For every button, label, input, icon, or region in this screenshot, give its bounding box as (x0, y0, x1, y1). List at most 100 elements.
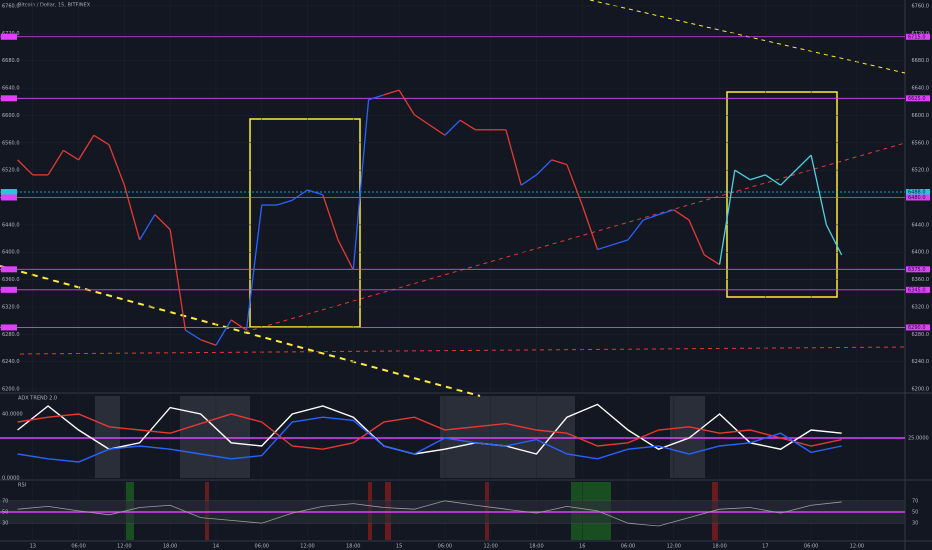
rsi-line (17, 500, 842, 527)
price-segment (505, 129, 522, 186)
price-segment (734, 169, 751, 181)
level-tag (906, 194, 930, 201)
y-tick-label: 6680.0 (912, 58, 930, 64)
price-segment (459, 119, 476, 131)
y-tick-label: 6200.0 (912, 387, 930, 393)
pane-title: RSI (18, 483, 26, 489)
y-tick-label: 0.0000 (2, 476, 20, 482)
level-tag (1, 189, 17, 196)
y-tick-label: 6280.0 (912, 332, 930, 338)
adx-line (17, 403, 842, 455)
level-tag (906, 266, 930, 273)
price-segment (535, 159, 553, 176)
x-tick-label: 13 (30, 544, 36, 550)
y-tick-label: 30 (912, 521, 918, 527)
y-tick-label: 6560.0 (912, 140, 930, 146)
y-tick-label: 6320.0 (912, 304, 930, 310)
price-segment (429, 124, 446, 136)
price-segment (643, 213, 659, 221)
trend-line (244, 142, 906, 333)
level-tag (906, 95, 930, 102)
adx-line (17, 413, 842, 450)
price-segment (185, 329, 202, 341)
y-tick-label: 50 (912, 510, 918, 516)
shade (95, 396, 120, 478)
price-segment (764, 174, 781, 186)
highlight-box (726, 91, 838, 298)
price-segment (398, 89, 415, 116)
x-tick-label: 18:00 (163, 544, 177, 550)
level-label: 6290.0 (908, 325, 926, 331)
chart-title: Bitcoin / Dollar, 15, BITFINEX (18, 3, 91, 9)
y-tick-label: 6600.0 (2, 113, 20, 119)
y-tick-label: 6440.0 (2, 222, 20, 228)
level-label: 25.0000 (908, 436, 929, 442)
y-tick-label: 30 (2, 521, 8, 527)
level-label: 6480.0 (908, 195, 926, 201)
level-tag (1, 33, 17, 40)
y-tick-label: 6400.0 (912, 250, 930, 256)
price-segment (78, 134, 95, 161)
price-segment (200, 339, 217, 346)
x-tick-label: 06:00 (621, 544, 635, 550)
x-tick-label: 12:00 (850, 544, 864, 550)
price-segment (307, 189, 323, 196)
x-tick-label: 18:00 (529, 544, 543, 550)
price-segment (612, 239, 629, 246)
level-tag (1, 266, 17, 273)
level-tag (906, 286, 930, 293)
price-segment (383, 89, 400, 96)
price-segment (123, 185, 141, 241)
price-segment (688, 219, 705, 256)
price-segment (703, 254, 720, 266)
price-segment (62, 149, 79, 161)
trend-line (19, 346, 906, 355)
price-segment (154, 214, 171, 231)
shade (440, 396, 575, 478)
highlight-box (249, 118, 361, 328)
level-tag (1, 324, 17, 331)
y-tick-label: 6240.0 (912, 359, 930, 365)
price-segment (322, 194, 339, 241)
price-segment (718, 170, 736, 265)
level-tag (1, 194, 17, 201)
y-tick-label: 50 (2, 510, 8, 516)
y-tick-label: 6360.0 (2, 277, 20, 283)
x-tick-label: 15 (396, 544, 402, 550)
y-tick-label: 70 (912, 498, 918, 504)
level-tag (906, 324, 930, 331)
level-tag (1, 286, 17, 293)
y-tick-label: 6760.0 (2, 4, 20, 10)
y-tick-label: 6200.0 (2, 387, 20, 393)
price-segment (581, 204, 599, 250)
price-segment (444, 119, 461, 136)
y-tick-label: 6320.0 (2, 304, 20, 310)
price-segment (352, 99, 370, 271)
x-tick-label: 12:00 (667, 544, 681, 550)
price-segment (368, 94, 385, 101)
price-segment (780, 169, 797, 186)
price-segment (337, 239, 354, 271)
price-segment (566, 164, 583, 206)
adx-line (17, 416, 842, 463)
price-segment (795, 154, 812, 171)
y-tick-label: 6640.0 (912, 86, 930, 92)
y-tick-label: 6360.0 (912, 277, 930, 283)
x-tick-label: 12:00 (483, 544, 497, 550)
level-label: 6625.0 (908, 96, 926, 102)
price-segment (551, 159, 568, 166)
y-tick-label: 6520.0 (2, 168, 20, 174)
price-segment (413, 114, 430, 126)
y-tick-label: 6400.0 (2, 250, 20, 256)
level-tag (906, 189, 930, 196)
price-segment (673, 209, 690, 221)
y-tick-label: 6600.0 (912, 113, 930, 119)
price-segment (276, 199, 293, 206)
level-label: 6345.0 (908, 287, 926, 293)
price-segment (627, 219, 644, 241)
price-segment (291, 189, 308, 201)
price-segment (597, 244, 613, 251)
price-segment (93, 134, 110, 146)
price-segment (108, 144, 125, 186)
